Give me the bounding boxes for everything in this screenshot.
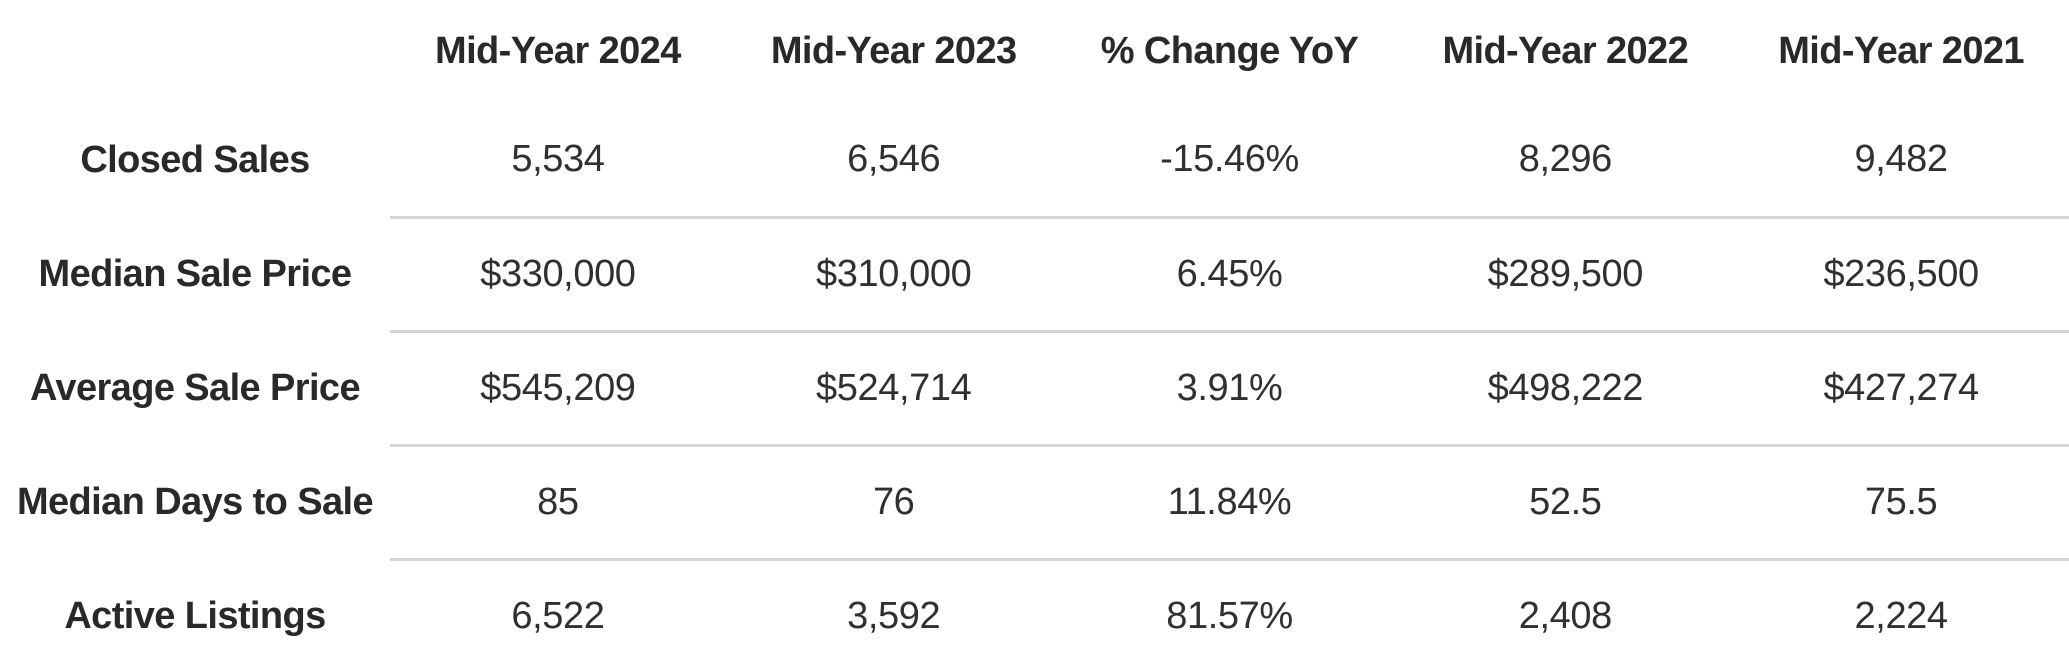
cell-median-days-to-sale-2022: 52.5 xyxy=(1397,445,1734,561)
column-header-mid-year-2024: Mid-Year 2024 xyxy=(435,30,681,72)
cell-median-sale-price-2022: $289,500 xyxy=(1397,217,1734,333)
header-row: Mid-Year 2024 Mid-Year 2023 % Change YoY… xyxy=(0,0,2069,103)
column-header-pct-change-yoy: % Change YoY xyxy=(1100,30,1359,72)
cell-active-listings-2021: 2,224 xyxy=(1854,595,1948,638)
cell-median-days-to-sale-yoy: 11.84% xyxy=(1061,445,1398,561)
cell-average-sale-price-2023: $524,714 xyxy=(725,331,1062,447)
row-label-median-sale-price: Median Sale Price xyxy=(38,252,353,295)
table-row-closed-sales: Closed Sales 5,534 6,546 -15.46% 8,296 9… xyxy=(0,103,2069,219)
cell-closed-sales-2024: 5,534 xyxy=(390,103,726,219)
cell-median-days-to-sale-2024: 85 xyxy=(390,445,726,561)
cell-average-sale-price-yoy: 3.91% xyxy=(1061,331,1398,447)
column-header-mid-year-2022: Mid-Year 2022 xyxy=(1442,30,1689,72)
cell-median-sale-price-2023: $310,000 xyxy=(725,217,1062,333)
cell-active-listings-2022: 2,408 xyxy=(1518,595,1612,638)
cell-active-listings-2023: 3,592 xyxy=(847,595,941,638)
cell-average-sale-price-2022: $498,222 xyxy=(1397,331,1734,447)
cell-median-days-to-sale-2021: 75.5 xyxy=(1733,445,2069,561)
cell-closed-sales-2022: 8,296 xyxy=(1397,103,1734,219)
table-row-median-sale-price: Median Sale Price $330,000 $310,000 6.45… xyxy=(0,217,2069,333)
cell-median-sale-price-yoy: 6.45% xyxy=(1061,217,1398,333)
row-label-average-sale-price: Average Sale Price xyxy=(29,366,361,409)
cell-average-sale-price-2021: $427,274 xyxy=(1733,331,2069,447)
cell-closed-sales-yoy: -15.46% xyxy=(1061,103,1398,219)
cell-closed-sales-2023: 6,546 xyxy=(725,103,1062,219)
cell-active-listings-2024: 6,522 xyxy=(511,595,605,638)
cell-median-sale-price-2024: $330,000 xyxy=(390,217,726,333)
column-header-mid-year-2023: Mid-Year 2023 xyxy=(770,30,1017,72)
cell-active-listings-yoy: 81.57% xyxy=(1166,595,1293,638)
table-row-median-days-to-sale: Median Days to Sale 85 76 11.84% 52.5 75… xyxy=(0,445,2069,561)
cell-median-days-to-sale-2023: 76 xyxy=(725,445,1062,561)
row-label-active-listings: Active Listings xyxy=(64,594,326,637)
cell-closed-sales-2021: 9,482 xyxy=(1733,103,2069,219)
table-row-active-listings: Active Listings 6,522 3,592 81.57% 2,408… xyxy=(0,559,2069,648)
cell-median-sale-price-2021: $236,500 xyxy=(1733,217,2069,333)
row-label-median-days-to-sale: Median Days to Sale xyxy=(16,480,374,523)
column-header-blank xyxy=(0,0,390,103)
table-row-average-sale-price: Average Sale Price $545,209 $524,714 3.9… xyxy=(0,331,2069,447)
row-label-closed-sales: Closed Sales xyxy=(80,138,310,181)
column-header-mid-year-2021: Mid-Year 2021 xyxy=(1778,30,2024,72)
cell-average-sale-price-2024: $545,209 xyxy=(390,331,726,447)
